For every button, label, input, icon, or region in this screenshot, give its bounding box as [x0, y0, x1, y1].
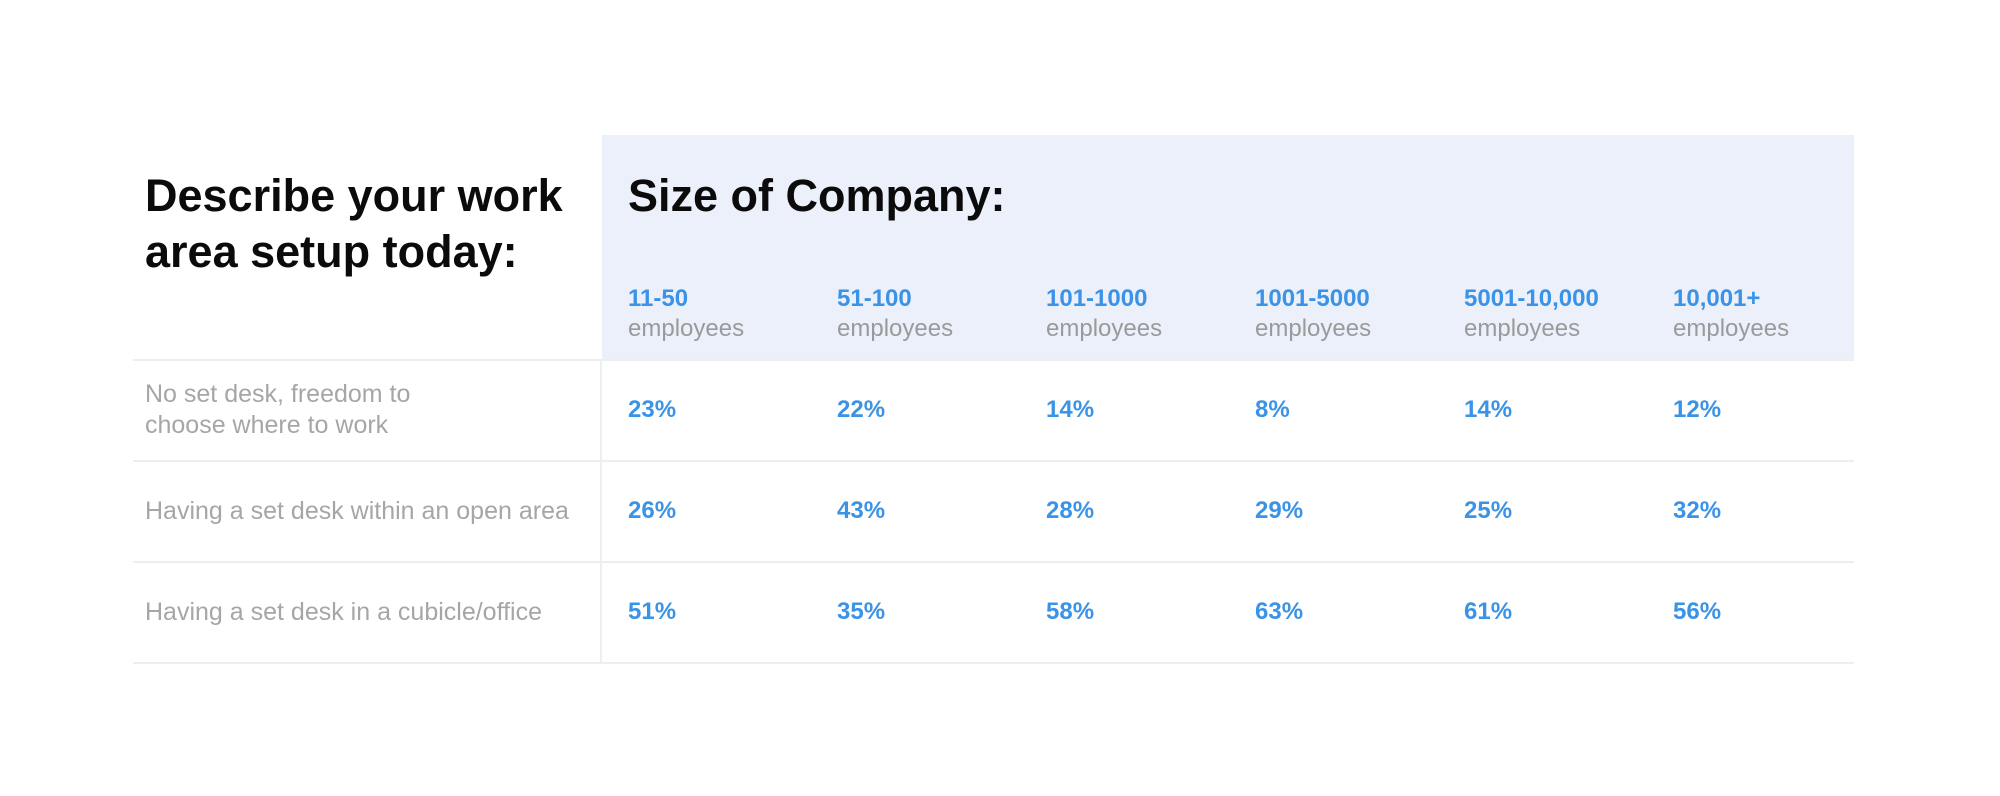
row-label: Having a set desk within an open area — [145, 496, 569, 525]
column-header-2: 101-1000 employees — [1046, 284, 1162, 344]
table-cell: 63% — [1255, 598, 1304, 625]
column-header-4: 5001-10,000 employees — [1464, 284, 1599, 344]
table-cell: 58% — [1046, 598, 1095, 625]
column-header-range: 11-50 — [628, 285, 689, 312]
column-header-unit: employees — [1673, 315, 1790, 342]
column-header-unit: employees — [628, 315, 745, 342]
column-header-range: 10,001+ — [1673, 285, 1761, 312]
table-cell: 14% — [1046, 396, 1095, 423]
column-header-range: 51-100 — [837, 285, 912, 312]
column-header-5: 10,001+ employees — [1673, 284, 1789, 344]
table-cell: 26% — [628, 497, 677, 524]
column-header-3: 1001-5000 employees — [1255, 284, 1371, 344]
column-header-unit: employees — [1046, 315, 1163, 342]
row-divider — [133, 662, 1854, 664]
table-header-background — [602, 135, 1854, 360]
table-cell: 43% — [837, 497, 886, 524]
row-label: No set desk, freedom to choose where to … — [145, 380, 411, 439]
column-header-range: 1001-5000 — [1255, 285, 1370, 312]
table-cell: 61% — [1464, 598, 1513, 625]
row-divider — [133, 460, 1854, 462]
table-cell: 14% — [1464, 396, 1513, 423]
column-divider — [600, 360, 602, 663]
table-cell: 25% — [1464, 497, 1513, 524]
column-header-range: 5001-10,000 — [1464, 285, 1599, 312]
row-label: Having a set desk in a cubicle/office — [145, 597, 542, 626]
row-divider — [133, 359, 1854, 361]
table-title: Size of Company: — [628, 170, 1006, 221]
table-cell: 12% — [1673, 396, 1722, 423]
row-divider — [133, 561, 1854, 563]
table-cell: 32% — [1673, 497, 1722, 524]
column-header-unit: employees — [837, 315, 954, 342]
table-cell: 8% — [1255, 396, 1290, 423]
column-header-range: 101-1000 — [1046, 285, 1148, 312]
table-cell: 23% — [628, 396, 677, 423]
column-header-0: 11-50 employees — [628, 284, 744, 344]
column-header-1: 51-100 employees — [837, 284, 953, 344]
table-cell: 56% — [1673, 598, 1722, 625]
row-header-title: Describe your work area setup today: — [145, 170, 563, 277]
table-cell: 35% — [837, 598, 886, 625]
table-cell: 29% — [1255, 497, 1304, 524]
column-header-unit: employees — [1464, 315, 1581, 342]
table-cell: 22% — [837, 396, 886, 423]
column-header-unit: employees — [1255, 315, 1372, 342]
table-cell: 28% — [1046, 497, 1095, 524]
table-cell: 51% — [628, 598, 677, 625]
